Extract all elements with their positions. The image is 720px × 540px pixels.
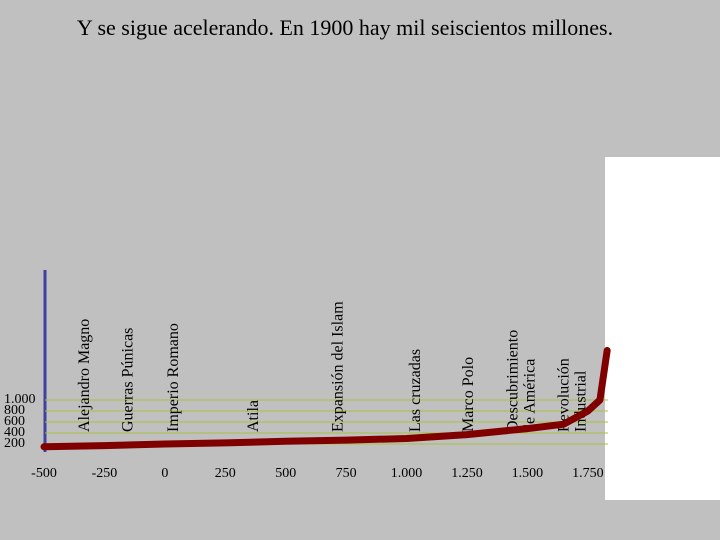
x-tick-label: 1.750 (572, 466, 604, 481)
x-tick-label: 1.000 (391, 466, 423, 481)
annotation: Descubrimiento de América (505, 330, 539, 432)
chart-title: Y se sigue acelerando. En 1900 hay mil s… (77, 15, 613, 40)
y-tick-label: 200 (4, 436, 25, 451)
x-tick-label: 1.250 (451, 466, 483, 481)
annotation-text: Alejandro Magno (76, 319, 93, 432)
y-tick-label: 400 (4, 425, 25, 440)
annotation-text: Atila (245, 400, 262, 432)
annotation-text: Expansión del Islam (330, 301, 347, 432)
annotation: Guerras Púnicas (119, 328, 136, 432)
x-tick-label: 250 (215, 466, 236, 481)
y-tick-label: 1.000 (4, 392, 36, 407)
annotation-text: Industrial (572, 370, 589, 432)
annotation-text: Las cruzadas (407, 349, 424, 432)
y-tick-label: 600 (4, 414, 25, 429)
annotation: Atila (245, 400, 262, 432)
x-tick-label: 0 (161, 466, 168, 481)
x-tick-label: 1.500 (512, 466, 544, 481)
annotation-text: Revolución (555, 358, 572, 432)
annotation: Alejandro Magno (76, 319, 93, 432)
annotation: Marco Polo (460, 357, 477, 432)
x-tick-label: -500 (31, 466, 57, 481)
annotation-text: de América (522, 359, 539, 432)
annotation: Expansión del Islam (330, 301, 347, 432)
annotation-text: Imperio Romano (165, 323, 182, 432)
population-line (40, 347, 611, 451)
annotation-text: Descubrimiento (505, 330, 522, 432)
white-panel (605, 157, 720, 500)
x-tick-label: -250 (92, 466, 118, 481)
annotation: Imperio Romano (165, 323, 182, 432)
annotation-text: Marco Polo (460, 357, 477, 432)
x-tick-label: 500 (275, 466, 296, 481)
x-tick-label: 750 (336, 466, 357, 481)
annotation-text: Guerras Púnicas (119, 328, 136, 432)
annotation: Las cruzadas (407, 349, 424, 432)
y-tick-label: 800 (4, 403, 25, 418)
